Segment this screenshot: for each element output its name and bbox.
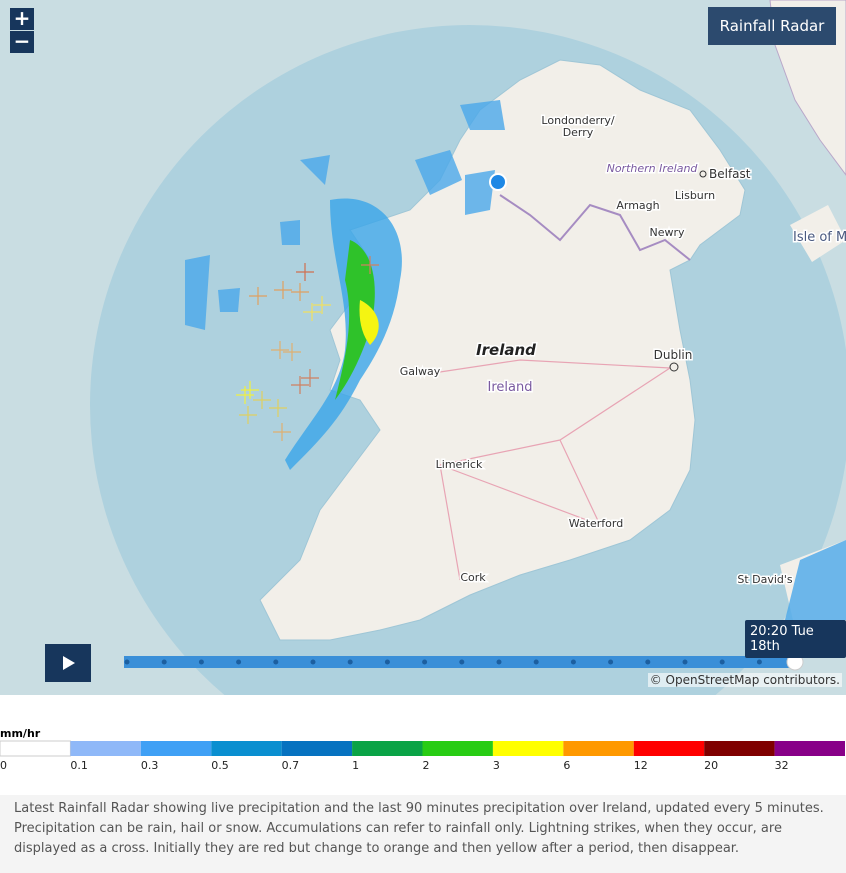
- zoom-in[interactable]: +: [10, 8, 34, 30]
- lightning-cross: [291, 283, 309, 301]
- place-label: Ireland: [476, 341, 536, 359]
- attribution[interactable]: © OpenStreetMap contributors.: [647, 673, 842, 687]
- legend: 0 0.1 0.3 0.5 0.7 1 2 3 6 12 20 32: [0, 740, 845, 772]
- legend-swatch: [352, 741, 423, 756]
- timeline-step: [161, 659, 167, 665]
- timeline-step: [682, 659, 688, 665]
- place-label: Isle of M: [793, 230, 846, 245]
- timestamp: 20:20 Tue 18th: [745, 620, 846, 658]
- lightning-cross: [249, 287, 267, 305]
- timeline-step: [645, 659, 651, 665]
- title[interactable]: Rainfall Radar: [708, 7, 836, 45]
- lightning-cross: [239, 406, 257, 424]
- timeline-step: [124, 659, 130, 665]
- legend-label: 12: [634, 759, 648, 772]
- lightning-cross: [296, 263, 314, 281]
- legend-label: 2: [423, 759, 430, 772]
- lightning-cross: [274, 281, 292, 299]
- legend-label: 20: [704, 759, 718, 772]
- timeline-step: [719, 659, 725, 665]
- city-dot: [699, 170, 707, 178]
- legend-label: 1: [352, 759, 359, 772]
- legend-label: 6: [563, 759, 570, 772]
- play-button[interactable]: [45, 644, 91, 682]
- timeline-step: [533, 659, 539, 665]
- legend-swatch: [563, 741, 634, 756]
- legend-swatch: [140, 741, 212, 756]
- timeline-step: [347, 659, 353, 665]
- place-label: Limerick: [436, 458, 483, 471]
- lightning-cross: [303, 303, 321, 321]
- place-label: Belfast: [709, 167, 751, 181]
- legend-label: 0.1: [70, 759, 88, 772]
- legend-label: 0.5: [211, 759, 229, 772]
- lightning-cross: [271, 341, 289, 359]
- place-label: St David's: [737, 573, 793, 586]
- timeline-step: [198, 659, 204, 665]
- timeline-step: [310, 659, 316, 665]
- place-label: Newry: [649, 226, 685, 239]
- lightning-cross: [361, 256, 379, 274]
- place-label: Dublin: [654, 348, 693, 362]
- timeline-step: [384, 659, 390, 665]
- lightning-cross: [291, 376, 309, 394]
- legend-swatch: [211, 741, 282, 756]
- timeline-step: [273, 659, 279, 665]
- legend-label: 0: [0, 759, 7, 772]
- legend-swatch: [704, 741, 775, 756]
- description: Latest Rainfall Radar showing live preci…: [0, 795, 846, 873]
- lightning-cross: [241, 381, 259, 399]
- timeline-step: [422, 659, 428, 665]
- place-label: Cork: [460, 571, 486, 584]
- lightning-cross: [283, 343, 301, 361]
- timeline-step: [459, 659, 465, 665]
- timeline-step: [496, 659, 502, 665]
- legend-label: 3: [493, 759, 500, 772]
- lightning-cross: [236, 386, 254, 404]
- legend-label: 0.7: [282, 759, 300, 772]
- legend-swatch: [281, 741, 353, 756]
- place-label: Londonderry/: [541, 114, 614, 127]
- legend-swatch: [0, 740, 71, 757]
- legend-swatch: [492, 741, 564, 756]
- zoom-out[interactable]: −: [10, 31, 34, 53]
- place-label: Lisburn: [675, 189, 715, 202]
- place-label: Northern Ireland: [607, 162, 699, 175]
- lightning-cross: [253, 391, 271, 409]
- timeline-step: [756, 659, 762, 665]
- location-marker: [489, 173, 507, 191]
- lightning-cross: [269, 399, 287, 417]
- legend-swatch: [774, 741, 845, 756]
- legend-swatch: [422, 741, 493, 756]
- place-label: Derry: [563, 126, 594, 139]
- place-label: Armagh: [616, 199, 659, 212]
- lightning-cross: [273, 423, 291, 441]
- legend-swatch: [633, 741, 705, 756]
- place-label: Ireland: [488, 380, 533, 395]
- legend-label: 32: [775, 759, 789, 772]
- legend-swatch: [70, 741, 141, 756]
- legend-unit: mm/hr: [0, 727, 41, 740]
- lightning-cross: [313, 296, 331, 314]
- place-label: Galway: [400, 365, 441, 378]
- place-label: Waterford: [569, 517, 623, 530]
- city-dot: [669, 362, 679, 372]
- lightning-cross: [301, 369, 319, 387]
- legend-label: 0.3: [141, 759, 159, 772]
- timeline-step: [570, 659, 576, 665]
- timeline-step: [608, 659, 614, 665]
- map[interactable]: Londonderry/Derry Northern Ireland Belfast…: [0, 0, 846, 695]
- timeline-step: [236, 659, 242, 665]
